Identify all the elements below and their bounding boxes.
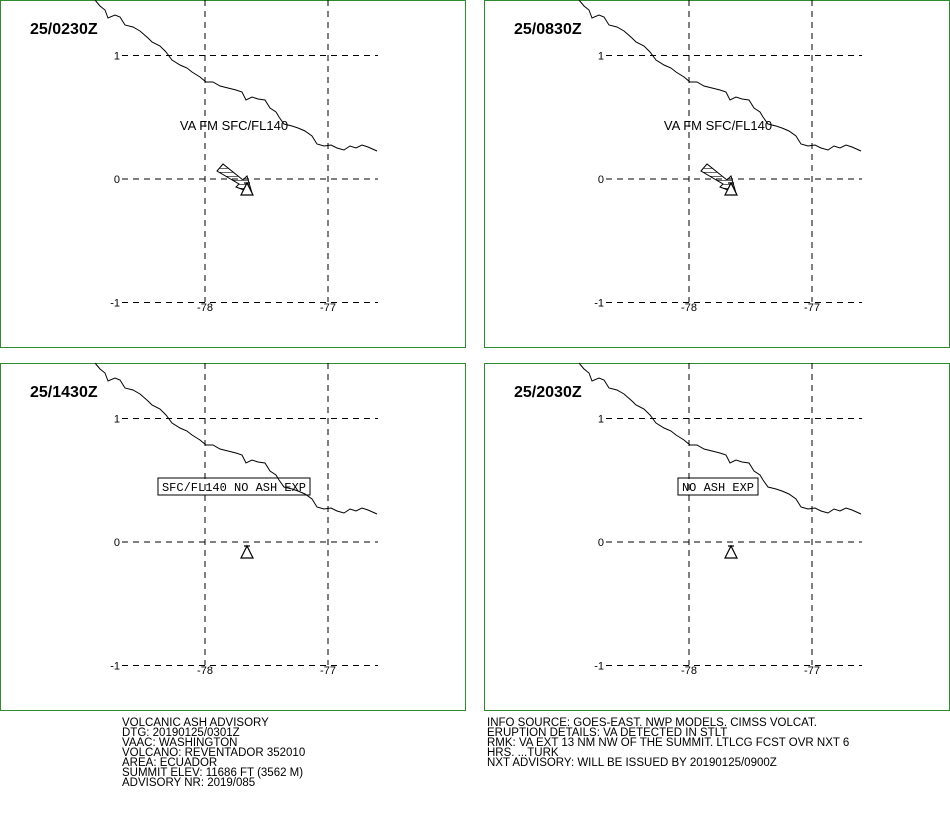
hazard-label: VA FM SFC/FL140 <box>664 118 772 133</box>
latitude-label: -1 <box>594 661 604 673</box>
latitude-label: 0 <box>114 537 120 549</box>
advisory-line: AREA: ECUADOR <box>122 757 217 769</box>
valid-time: 25/0230Z <box>30 21 98 38</box>
advisory-line: INFO SOURCE: GOES-EAST. NWP MODELS. CIMS… <box>487 717 817 729</box>
longitude-label: -78 <box>197 665 213 677</box>
volcano-symbol <box>724 181 738 196</box>
latitude-label: -1 <box>110 661 120 673</box>
volcano-symbol <box>724 544 738 559</box>
latitude-label: 0 <box>114 174 120 186</box>
advisory-line: ERUPTION DETAILS: VA DETECTED IN STLT <box>487 727 727 739</box>
hazard-label: NO ASH EXP <box>682 481 754 495</box>
hazard-label: VA FM SFC/FL140 <box>180 118 288 133</box>
label-box <box>157 477 311 496</box>
map-panel: 1 0 -1 -78 -77 25/0230Z VA FM SFC/FL140 <box>0 0 466 348</box>
longitude-label: -77 <box>320 665 336 677</box>
panel-border <box>0 363 466 711</box>
advisory-line: NXT ADVISORY: WILL BE ISSUED BY 20190125… <box>487 757 777 769</box>
longitude-label: -77 <box>320 302 336 314</box>
valid-time: 25/1430Z <box>30 384 98 401</box>
advisory-line: DTG: 20190125/0301Z <box>122 727 240 739</box>
volcano-symbol <box>240 544 254 559</box>
advisory-line: SUMMIT ELEV: 11686 FT (3562 M) <box>122 767 303 779</box>
valid-time: 25/2030Z <box>514 384 582 401</box>
label-box <box>677 477 759 496</box>
latitude-label: 1 <box>114 414 120 426</box>
advisory-line: VAAC: WASHINGTON <box>122 737 237 749</box>
latitude-label: -1 <box>110 298 120 310</box>
ash-movement-arrow <box>216 163 253 194</box>
map-panel: 1 0 -1 -78 -77 25/1430Z SFC/FL140 NO ASH EXP <box>0 362 466 711</box>
advisory-line: ADVISORY NR: 2019/085 <box>122 777 255 789</box>
advisory-line: RMK: VA EXT 13 NM NW OF THE SUMMIT. LTLC… <box>487 737 849 749</box>
latitude-label: 1 <box>114 51 120 63</box>
panel-border <box>484 363 950 711</box>
latitude-label: 1 <box>598 51 604 63</box>
volcano-symbol <box>240 181 254 196</box>
advisory-line: HRS. ...TURK <box>487 747 559 759</box>
latitude-label: 0 <box>598 174 604 186</box>
latitude-label: 0 <box>598 537 604 549</box>
latitude-label: 1 <box>598 414 604 426</box>
longitude-label: -78 <box>681 302 697 314</box>
advisory-line: VOLCANIC ASH ADVISORY <box>122 717 269 729</box>
advisory-line: VOLCANO: REVENTADOR 352010 <box>122 747 305 759</box>
longitude-label: -77 <box>804 302 820 314</box>
longitude-label: -78 <box>197 302 213 314</box>
panel-border <box>0 0 466 348</box>
hazard-label: SFC/FL140 NO ASH EXP <box>162 481 306 495</box>
longitude-label: -77 <box>804 665 820 677</box>
longitude-label: -78 <box>681 665 697 677</box>
map-panel: 1 0 -1 -78 -77 25/0830Z VA FM SFC/FL140 <box>484 0 950 348</box>
latitude-label: -1 <box>594 298 604 310</box>
valid-time: 25/0830Z <box>514 21 582 38</box>
map-panel: 1 0 -1 -78 -77 25/2030Z NO ASH EXP <box>484 362 950 711</box>
ash-movement-arrow <box>700 163 737 194</box>
